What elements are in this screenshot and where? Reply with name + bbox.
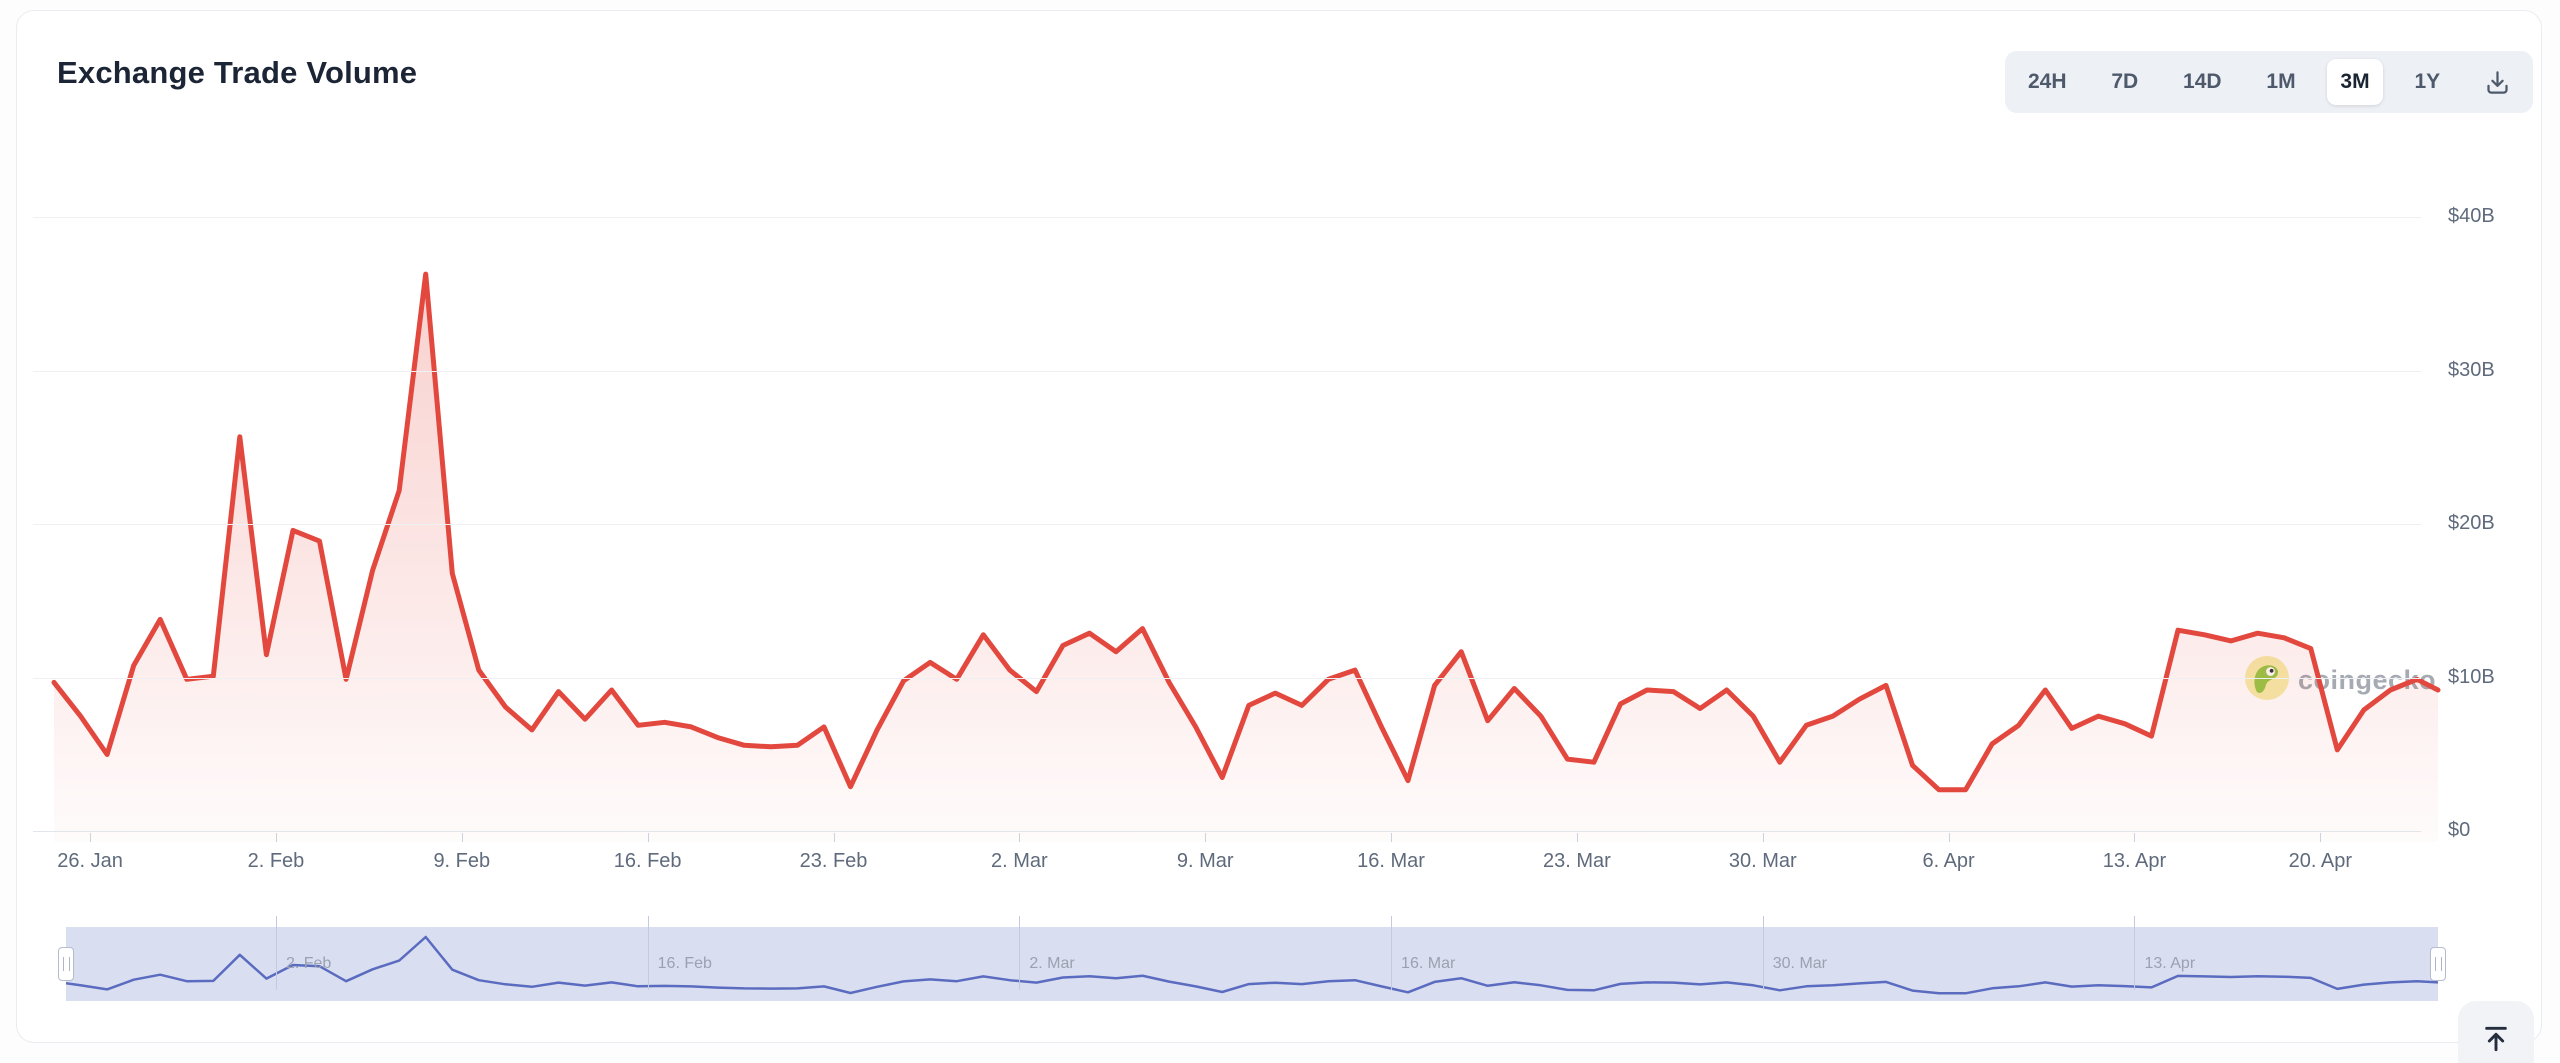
time-range-selector: 24H 7D 14D 1M 3M 1Y — [2005, 51, 2533, 113]
watermark-text: coingecko — [2298, 665, 2437, 695]
navigator-gridline — [2134, 916, 2136, 990]
range-button-14d[interactable]: 14D — [2170, 59, 2235, 105]
x-axis-tick — [1391, 833, 1393, 842]
download-chart-button[interactable] — [2472, 61, 2523, 104]
x-axis-label: 23. Feb — [799, 850, 868, 872]
navigator-date-label: 16. Mar — [1401, 955, 1456, 972]
navigator-right-handle[interactable] — [2430, 947, 2446, 981]
navigator-date-label: 2. Mar — [1029, 955, 1075, 972]
y-axis-label: $10B — [2448, 665, 2495, 688]
x-axis-label: 20. Apr — [2288, 850, 2352, 872]
navigator-date-label: 30. Mar — [1772, 955, 1827, 972]
range-button-7d[interactable]: 7D — [2098, 59, 2151, 105]
x-axis-label: 6. Apr — [1922, 850, 1975, 872]
y-axis-label: $20B — [2448, 512, 2495, 534]
x-axis-tick — [647, 833, 649, 842]
navigator-gridline — [647, 916, 649, 990]
navigator-gridline — [275, 916, 277, 990]
navigator-date-label: 16. Feb — [657, 955, 712, 972]
handle-grip-icon — [2434, 957, 2442, 971]
x-axis-tick — [1205, 833, 1207, 842]
navigator-gridline — [1019, 916, 1021, 990]
chart-card: Exchange Trade Volume 24H 7D 14D 1M 3M 1Y coi… — [16, 10, 2542, 1043]
y-axis-label: $30B — [2448, 358, 2495, 381]
range-button-1m[interactable]: 1M — [2253, 59, 2308, 105]
navigator-gridline — [1762, 916, 1764, 990]
scroll-to-top-button[interactable] — [2458, 1001, 2534, 1063]
x-axis-tick — [1576, 833, 1578, 842]
x-axis-label: 2. Mar — [991, 850, 1048, 872]
x-axis-tick — [1948, 833, 1950, 842]
coingecko-watermark: coingecko — [2244, 655, 2436, 706]
x-axis-tick — [1762, 833, 1764, 842]
y-gridline — [33, 524, 2421, 525]
x-axis-line — [33, 831, 2421, 832]
navigator-gridline — [1391, 916, 1393, 990]
chart-navigator[interactable] — [66, 927, 2438, 1001]
y-axis-label: $40B — [2448, 205, 2495, 227]
y-gridline — [33, 677, 2421, 679]
x-axis-tick — [2134, 833, 2136, 842]
scroll-to-top-icon — [2485, 1026, 2507, 1052]
range-button-3m[interactable]: 3M — [2327, 59, 2383, 105]
x-axis-label: 16. Feb — [613, 850, 682, 872]
x-axis-label: 26. Jan — [57, 850, 123, 872]
navigator-date-label: 13. Apr — [2144, 955, 2196, 972]
x-axis-tick — [90, 833, 92, 842]
x-axis-tick — [2320, 833, 2322, 842]
range-button-1y[interactable]: 1Y — [2401, 59, 2453, 105]
y-gridline — [33, 217, 2421, 218]
chart-canvas — [51, 271, 2441, 995]
x-axis-label: 16. Mar — [1357, 850, 1425, 872]
download-icon — [2487, 70, 2508, 94]
y-axis-label: $0 — [2448, 819, 2471, 841]
x-axis-label: 9. Feb — [433, 850, 491, 872]
x-axis-tick — [461, 833, 463, 842]
x-axis-label: 9. Mar — [1176, 850, 1234, 872]
volume-line-series — [51, 271, 2441, 793]
coingecko-gecko-icon — [2244, 655, 2290, 706]
x-axis-label: 13. Apr — [2102, 850, 2167, 872]
x-axis-tick — [833, 833, 835, 842]
x-axis-label: 2. Feb — [247, 850, 305, 872]
navigator-left-handle[interactable] — [58, 947, 74, 981]
page-title: Exchange Trade Volume — [57, 55, 418, 90]
handle-grip-icon — [62, 957, 70, 971]
x-axis-label: 23. Mar — [1542, 850, 1611, 872]
range-button-24h[interactable]: 24H — [2015, 59, 2080, 105]
y-gridline — [33, 370, 2421, 372]
x-axis-label: 30. Mar — [1728, 850, 1797, 872]
navigator-date-label: 2. Feb — [285, 955, 332, 972]
x-axis-tick — [275, 833, 277, 842]
x-axis-tick — [1019, 833, 1021, 842]
volume-area-fill — [54, 274, 2438, 843]
